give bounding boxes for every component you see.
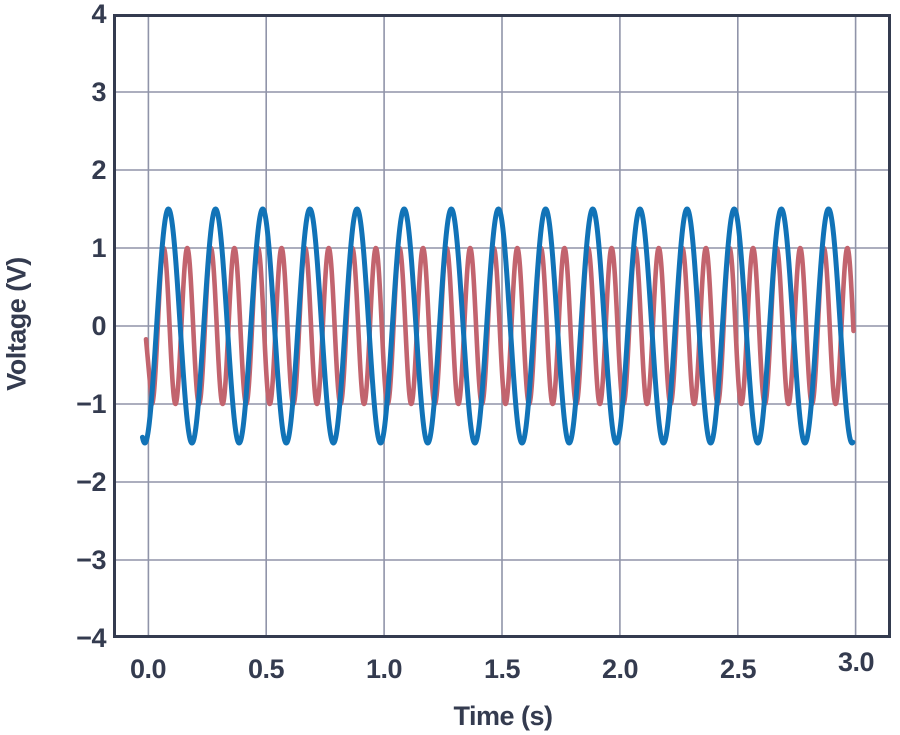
x-tick-label: 2.5 bbox=[719, 654, 757, 684]
x-tick-label: 3.0 bbox=[837, 647, 875, 677]
x-tick-label: 0.0 bbox=[129, 654, 167, 684]
plot-area bbox=[113, 14, 891, 638]
plot-frame bbox=[113, 14, 891, 638]
y-tick-label: 2 bbox=[91, 155, 106, 185]
x-tick-label: 1.0 bbox=[365, 654, 403, 684]
x-axis-title: Time (s) bbox=[453, 701, 553, 731]
sine-10hz-curve bbox=[143, 245, 856, 407]
x-tick-label: 2.0 bbox=[601, 654, 639, 684]
y-tick-label: −3 bbox=[76, 545, 106, 575]
y-tick-label: 1 bbox=[91, 233, 106, 263]
grid-lines bbox=[113, 14, 891, 638]
y-tick-label: 0 bbox=[91, 311, 106, 341]
x-tick-label: 1.5 bbox=[483, 654, 521, 684]
y-tick-label: −4 bbox=[76, 623, 106, 653]
y-tick-label: 4 bbox=[91, 0, 106, 29]
sine-5hz-curve bbox=[139, 206, 856, 446]
y-tick-label: −2 bbox=[76, 467, 106, 497]
y-tick-label: −1 bbox=[76, 389, 106, 419]
x-tick-label: 0.5 bbox=[247, 654, 285, 684]
y-tick-label: 3 bbox=[91, 77, 106, 107]
y-axis-title: Voltage (V) bbox=[1, 257, 32, 391]
